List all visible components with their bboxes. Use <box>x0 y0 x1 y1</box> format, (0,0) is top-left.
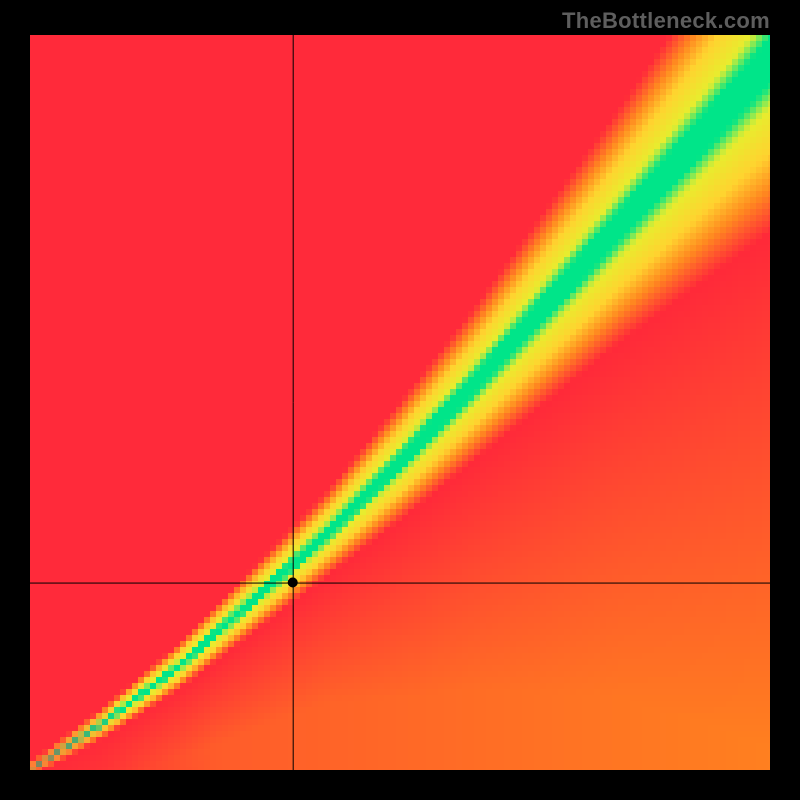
watermark-text: TheBottleneck.com <box>562 8 770 34</box>
heatmap-canvas <box>30 35 770 770</box>
heatmap-plot <box>30 35 770 770</box>
chart-frame: TheBottleneck.com <box>0 0 800 800</box>
